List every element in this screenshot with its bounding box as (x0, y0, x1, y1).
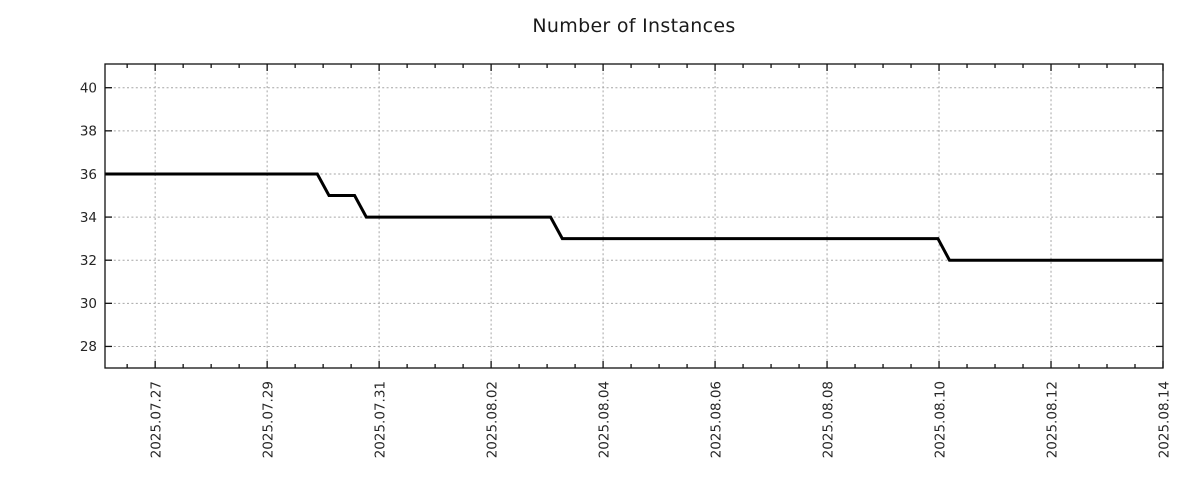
y-tick-label: 34 (80, 210, 97, 226)
data-series (105, 172, 1163, 262)
y-tick-label: 28 (80, 339, 97, 355)
x-tick-label-group: 2025.07.27 (149, 381, 165, 458)
x-tick-label: 2025.08.02 (485, 381, 501, 458)
x-tick-label: 2025.08.14 (1157, 381, 1173, 458)
axis-labels: 28 30 32 34 36 38 40 2025.07.27 2025.07.29 2025.0… (80, 81, 1173, 459)
x-tick-label-group: 2025.08.14 (1157, 381, 1173, 458)
x-tick-label-group: 2025.08.06 (709, 381, 725, 458)
x-tick-label: 2025.07.31 (373, 381, 389, 458)
chart-title: Number of Instances (532, 15, 736, 37)
grid-lines (105, 64, 1164, 368)
x-tick-label-group: 2025.08.04 (597, 381, 613, 458)
x-tick-label: 2025.08.12 (1045, 381, 1061, 458)
x-tick-label: 2025.07.29 (261, 381, 277, 458)
y-tick-label: 38 (80, 124, 97, 140)
x-tick-label-group: 2025.07.29 (261, 381, 277, 458)
axis-ticks (105, 64, 1164, 368)
y-tick-label: 32 (80, 253, 97, 269)
y-tick-label: 30 (80, 296, 97, 312)
y-tick-label: 40 (80, 81, 97, 97)
x-tick-label: 2025.08.04 (597, 381, 613, 458)
x-tick-label-group: 2025.08.02 (485, 381, 501, 458)
x-tick-label: 2025.08.08 (821, 381, 837, 458)
instances-line (105, 172, 1163, 262)
plot-border (104, 63, 1164, 369)
x-tick-label-group: 2025.08.12 (1045, 381, 1061, 458)
x-tick-label: 2025.07.27 (149, 381, 165, 458)
x-tick-label-group: 2025.08.10 (933, 381, 949, 458)
x-tick-label: 2025.08.10 (933, 381, 949, 458)
y-tick-label: 36 (80, 167, 97, 183)
x-tick-label-group: 2025.07.31 (373, 381, 389, 458)
x-tick-label-group: 2025.08.08 (821, 381, 837, 458)
x-tick-label: 2025.08.06 (709, 381, 725, 458)
